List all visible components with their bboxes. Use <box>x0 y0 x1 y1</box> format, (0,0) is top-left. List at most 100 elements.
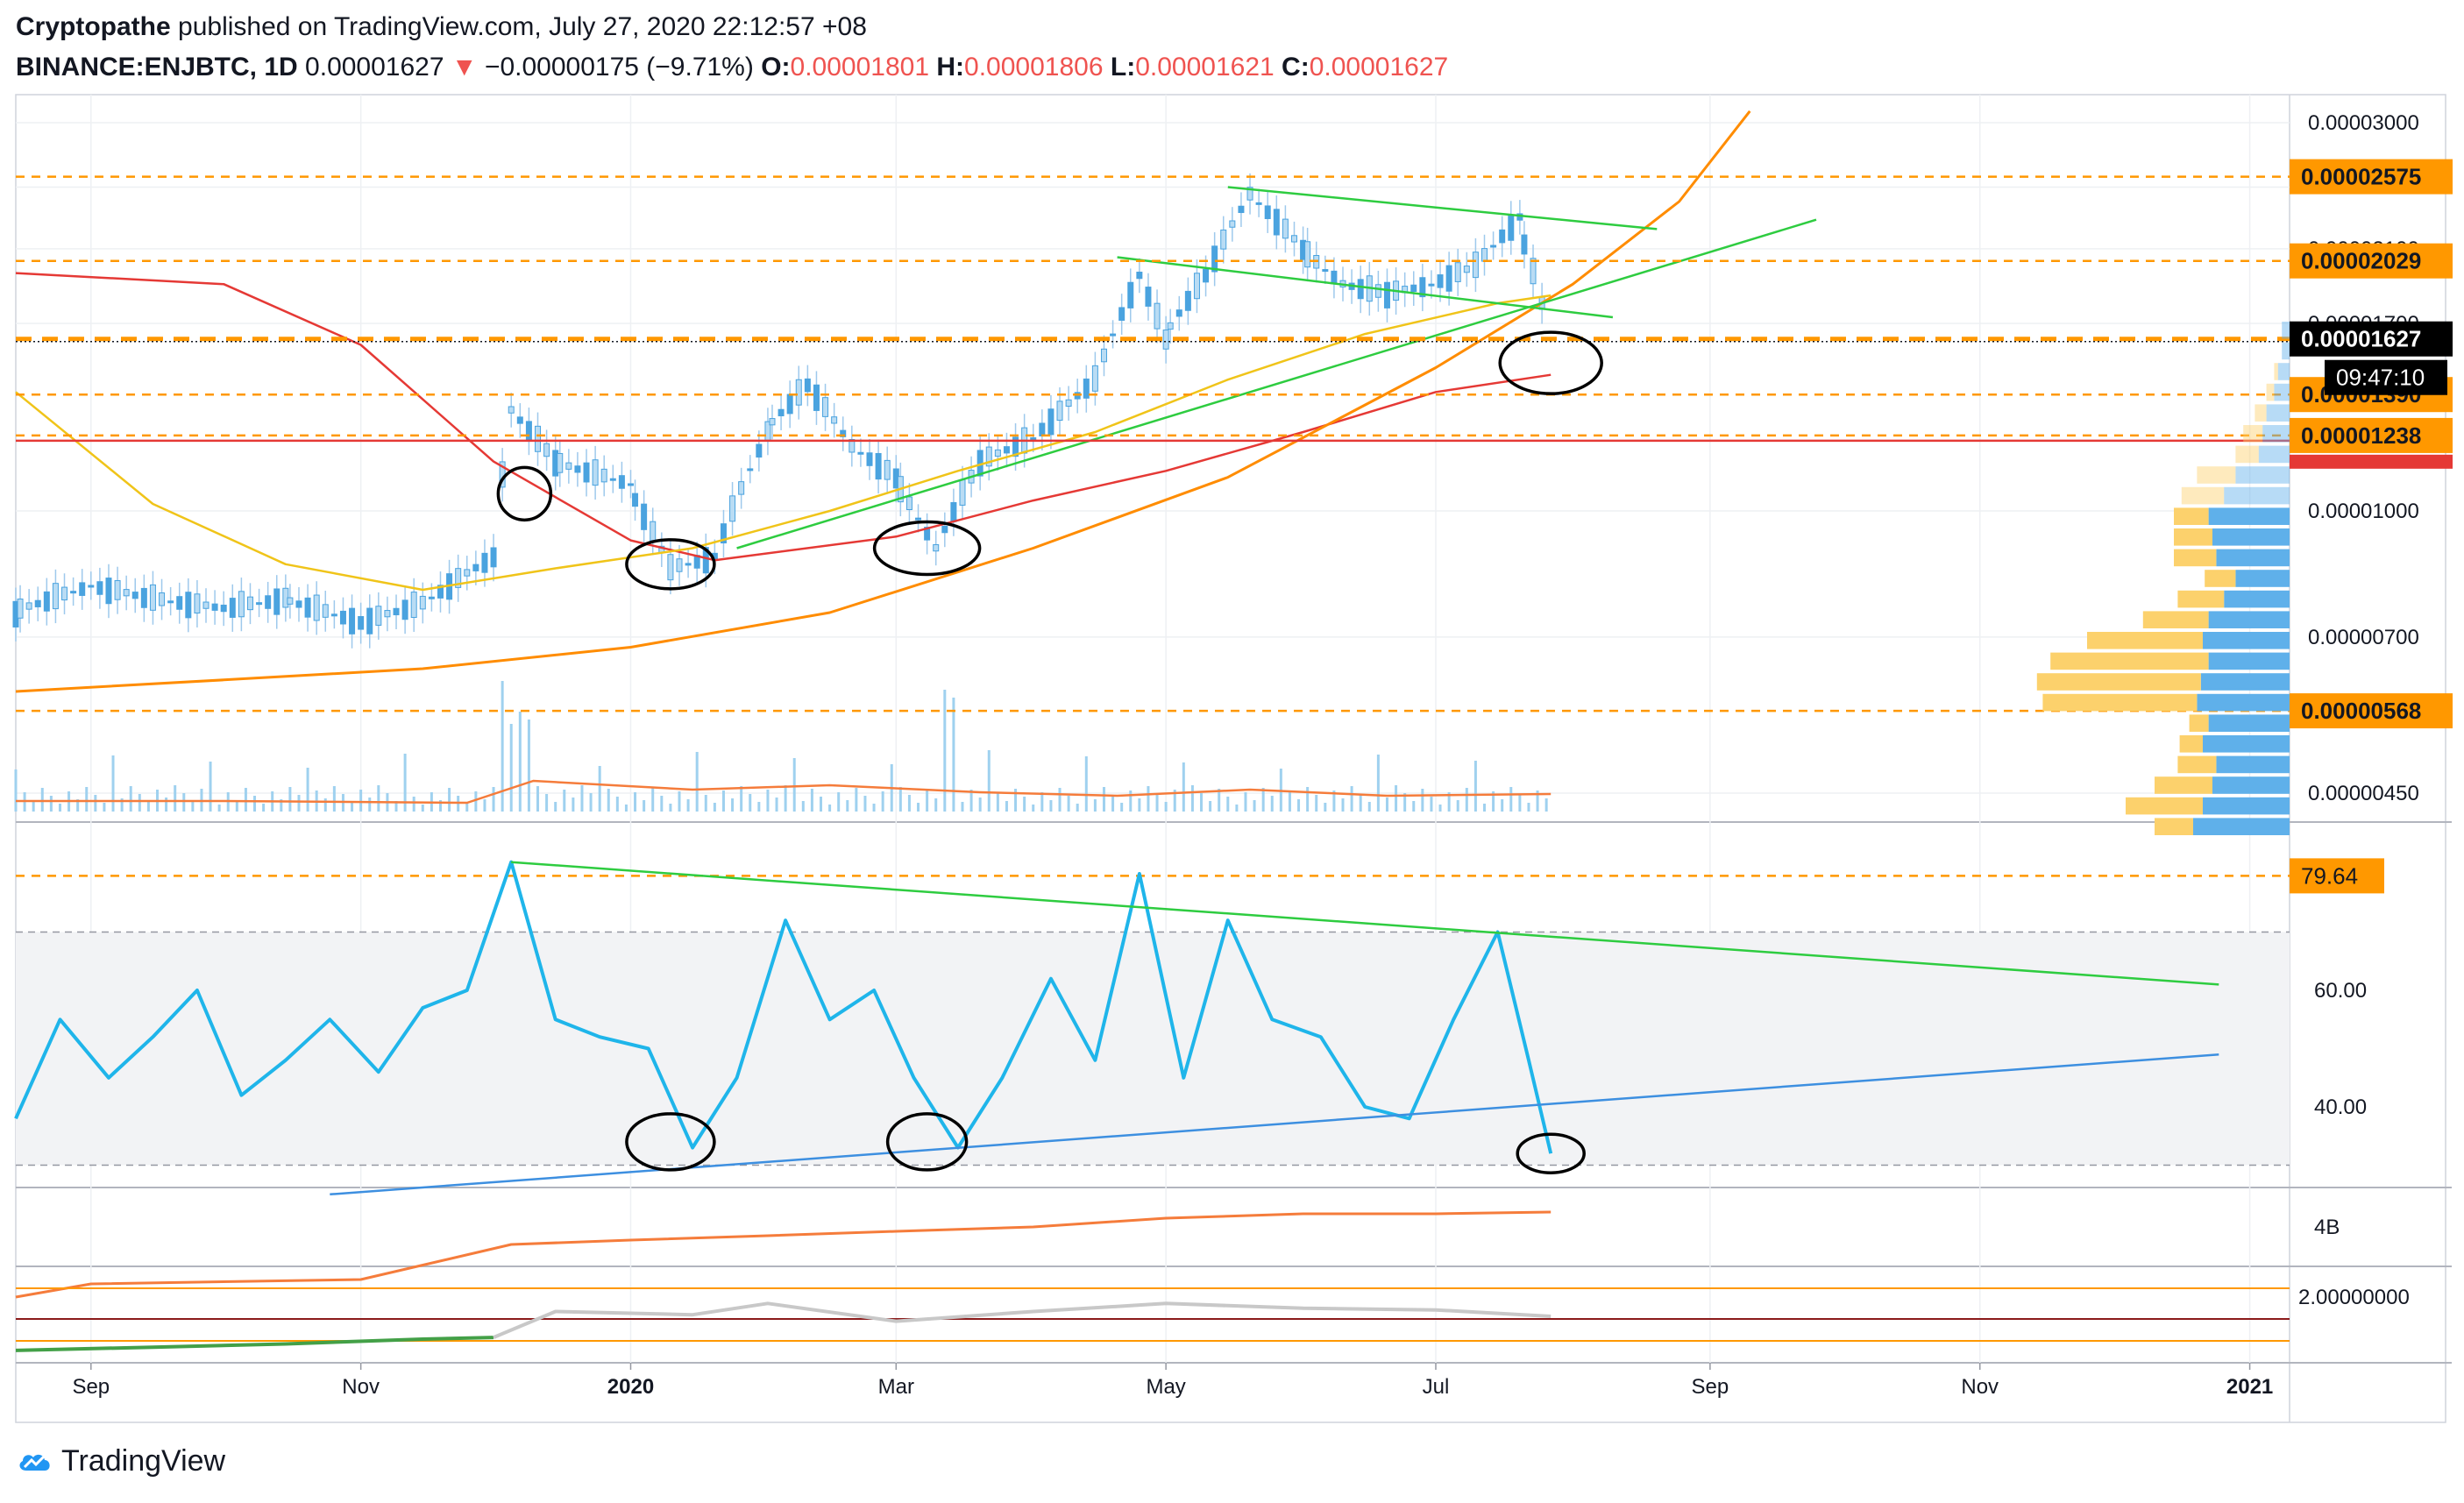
volume-bar <box>598 766 601 812</box>
volume-bar <box>536 786 540 812</box>
volume-bar <box>1297 799 1301 812</box>
volume-bar <box>1518 795 1522 812</box>
ma-orange-line <box>15 110 1751 693</box>
volume-bar <box>713 803 716 812</box>
chart-canvas[interactable]: 0.000030000.000025000.000021000.00001700… <box>0 88 2464 1429</box>
candle-body <box>410 592 417 619</box>
volume-bar <box>563 790 566 812</box>
volume-bar <box>1058 788 1062 812</box>
candle-body <box>1472 252 1479 279</box>
volume-bar <box>509 724 513 812</box>
volume-bar <box>1501 799 1504 812</box>
volume-bar <box>368 798 372 812</box>
level-label: 0.00001627 <box>2301 326 2421 352</box>
volume-bar <box>881 791 884 812</box>
high-value: 0.00001806 <box>964 53 1104 82</box>
candle-body <box>600 468 607 483</box>
price-tick-label: 0.00000450 <box>2308 782 2419 805</box>
volume-bar <box>49 796 53 812</box>
candle-body <box>1167 322 1174 330</box>
volume-profile-up <box>2235 466 2290 484</box>
candle-body <box>490 547 497 568</box>
candle-body <box>702 547 709 574</box>
rsi-annotation-circle <box>1516 1132 1586 1174</box>
volume-bar <box>1067 796 1070 812</box>
candle-body <box>618 475 625 489</box>
volume-bar <box>394 801 398 812</box>
chart-frame <box>15 94 2446 1423</box>
annotation-circle <box>1498 330 1603 395</box>
candle-body <box>1003 446 1010 454</box>
volume-bar <box>1350 786 1353 812</box>
volume-bar <box>1421 789 1424 812</box>
volume-bar <box>377 785 380 812</box>
price-tick-label: 0.00003000 <box>2308 111 2419 135</box>
volume-bar <box>174 785 177 812</box>
author-name[interactable]: Cryptopathe <box>16 12 171 41</box>
candle-body <box>875 452 882 480</box>
volume-bar <box>288 787 292 812</box>
volume-bar <box>306 768 309 812</box>
candle-body <box>229 598 236 618</box>
candle-body <box>650 521 657 542</box>
candle-body <box>246 596 253 611</box>
volume-bar <box>280 799 283 812</box>
volume-bar <box>1509 787 1513 812</box>
volume-ma-line <box>16 779 1552 805</box>
candle-body <box>437 585 444 599</box>
volume-profile-down <box>2177 590 2225 608</box>
volume-bar <box>1129 790 1133 812</box>
candle-body <box>1357 279 1364 300</box>
candle-body <box>941 525 948 534</box>
volume-bar <box>1076 804 1079 812</box>
symbol-label[interactable]: BINANCE:ENJBTC, 1D <box>16 53 298 82</box>
candle-body <box>1521 234 1528 255</box>
candle-body <box>1136 271 1143 280</box>
candle-body <box>641 503 648 530</box>
volume-bar <box>146 802 150 812</box>
candle-body <box>52 583 59 610</box>
volume-profile-down <box>2174 528 2212 546</box>
volume-bar <box>438 800 442 812</box>
candle-body <box>1012 436 1019 457</box>
candle-body <box>994 449 1001 457</box>
volume-bar <box>323 798 327 812</box>
candle-body <box>720 523 727 544</box>
volume-bar <box>1315 795 1318 812</box>
volume-bar <box>1040 792 1044 812</box>
volume-bar <box>987 750 991 812</box>
volume-bar <box>1288 791 1291 812</box>
volume-bar <box>855 788 858 812</box>
candle-body <box>384 610 391 618</box>
candle-body <box>358 616 365 630</box>
candle-body <box>185 592 192 619</box>
volume-bar <box>1261 788 1265 812</box>
volume-bar <box>103 803 106 812</box>
candle-body <box>632 493 639 507</box>
x-tick-label: May <box>1146 1375 1185 1399</box>
volume-bar <box>1332 790 1336 812</box>
candle-body <box>1110 333 1117 337</box>
high-label: H: <box>936 53 965 82</box>
volume-profile-down <box>2050 652 2209 670</box>
candle-body <box>273 588 280 615</box>
candle-body <box>330 613 337 617</box>
volume-bar <box>669 804 672 812</box>
volume-bar <box>926 790 929 812</box>
volume-profile-down <box>2255 404 2267 422</box>
volume-profile-up <box>2203 735 2290 753</box>
candle-body <box>1463 266 1470 273</box>
level-label-box <box>2290 321 2453 357</box>
volume-bar <box>1395 785 1398 812</box>
volume-bar <box>1111 795 1115 812</box>
candle-body <box>304 597 311 618</box>
volume-bar <box>1412 801 1416 812</box>
tradingview-logo[interactable]: TradingView <box>16 1444 225 1478</box>
candle-body <box>1410 284 1417 293</box>
volume-profile-up <box>2274 383 2290 401</box>
volume-profile-up <box>2203 797 2290 815</box>
rsi-tick-label: 60.00 <box>2314 979 2367 1003</box>
candle-body <box>375 606 382 626</box>
volume-bar <box>474 791 478 812</box>
volume-bar <box>961 802 964 812</box>
